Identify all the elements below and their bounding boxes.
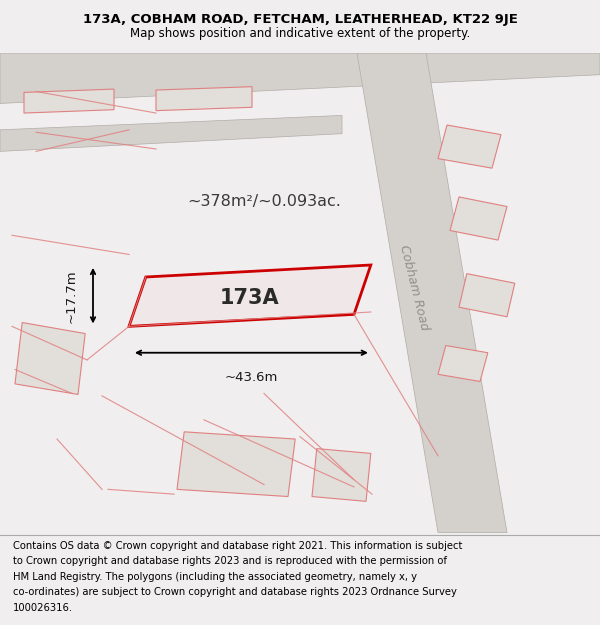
Text: co-ordinates) are subject to Crown copyright and database rights 2023 Ordnance S: co-ordinates) are subject to Crown copyr… (13, 588, 457, 598)
Polygon shape (0, 53, 600, 104)
Polygon shape (129, 265, 371, 326)
Text: ~43.6m: ~43.6m (225, 371, 278, 384)
Polygon shape (177, 432, 295, 496)
Polygon shape (312, 449, 371, 501)
Text: Contains OS data © Crown copyright and database right 2021. This information is : Contains OS data © Crown copyright and d… (13, 541, 463, 551)
Polygon shape (450, 197, 507, 240)
Text: 173A, COBHAM ROAD, FETCHAM, LEATHERHEAD, KT22 9JE: 173A, COBHAM ROAD, FETCHAM, LEATHERHEAD,… (83, 13, 517, 26)
Text: to Crown copyright and database rights 2023 and is reproduced with the permissio: to Crown copyright and database rights 2… (13, 556, 447, 566)
Text: ~17.7m: ~17.7m (65, 269, 78, 322)
Polygon shape (24, 89, 114, 113)
Polygon shape (459, 274, 515, 317)
Text: 173A: 173A (219, 288, 279, 308)
Text: Map shows position and indicative extent of the property.: Map shows position and indicative extent… (130, 27, 470, 40)
Text: Cobham Road: Cobham Road (397, 244, 431, 332)
Text: 100026316.: 100026316. (13, 603, 73, 613)
Polygon shape (357, 53, 507, 532)
Polygon shape (438, 125, 501, 168)
Polygon shape (156, 87, 252, 111)
Polygon shape (15, 322, 85, 394)
Text: ~378m²/~0.093ac.: ~378m²/~0.093ac. (187, 194, 341, 209)
Polygon shape (438, 346, 488, 381)
Text: HM Land Registry. The polygons (including the associated geometry, namely x, y: HM Land Registry. The polygons (includin… (13, 572, 417, 582)
Polygon shape (0, 116, 342, 151)
